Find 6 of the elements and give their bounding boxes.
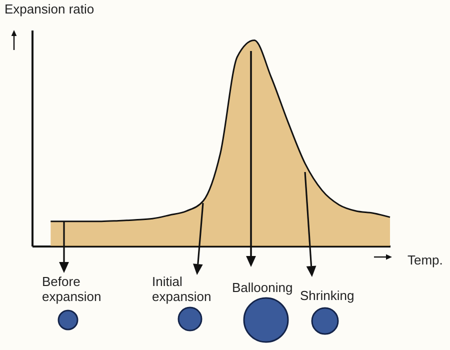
y-axis-title: Expansion ratio: [4, 2, 94, 16]
text: Shrinking: [300, 288, 356, 303]
x-axis-title: Temp.: [408, 252, 443, 268]
text: Initial expansion: [152, 274, 212, 304]
text: Before expansion: [42, 274, 102, 304]
text: Ballooning: [232, 280, 293, 295]
